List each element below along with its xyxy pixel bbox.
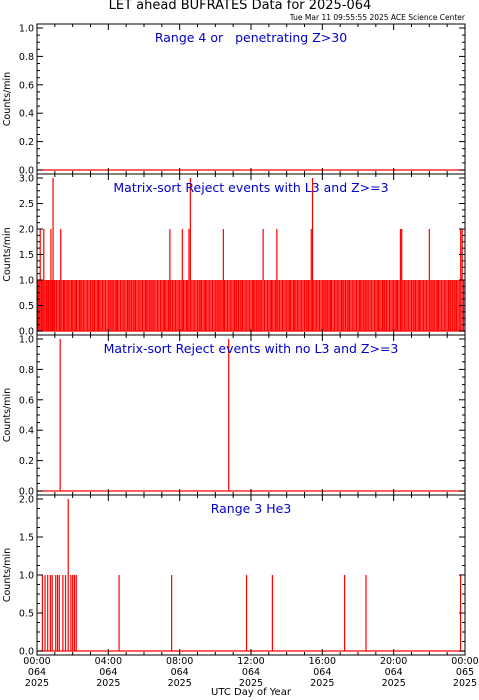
y-tick-label: 1.5 xyxy=(19,250,34,261)
panel-title: Range 3 He3 xyxy=(211,501,292,516)
x-axis-label: UTC Day of Year xyxy=(211,687,292,698)
y-tick-label: 0.8 xyxy=(19,365,34,376)
y-tick-label: 2.0 xyxy=(19,225,34,236)
y-tick-label: 0.2 xyxy=(19,456,34,467)
panel-title: Matrix-sort Reject events with L3 and Z>… xyxy=(113,180,388,195)
y-tick-label: 0.4 xyxy=(19,109,34,120)
y-tick-label: 0.6 xyxy=(19,80,34,91)
y-tick-label: 1.0 xyxy=(19,571,34,582)
x-tick-label: 064 xyxy=(171,667,189,678)
y-tick-label: 0.5 xyxy=(19,301,34,312)
x-tick-label: 064 xyxy=(385,667,403,678)
panel-title: Matrix-sort Reject events with no L3 and… xyxy=(104,341,399,356)
figure-title: LET ahead BUFRATES Data for 2025-064 xyxy=(109,0,372,13)
x-tick-label: 16:00 xyxy=(309,656,336,667)
y-tick-label: 1.0 xyxy=(19,24,34,35)
y-tick-label: 0.4 xyxy=(19,426,34,437)
y-tick-label: 1.0 xyxy=(19,276,34,287)
y-axis-label: Counts/min xyxy=(2,548,13,602)
panel-frame xyxy=(36,334,466,496)
y-axis-label: Counts/min xyxy=(2,227,13,281)
y-tick-label: 2.5 xyxy=(19,199,34,210)
y-tick-label: 1.0 xyxy=(19,335,34,346)
y-tick-label: 0.0 xyxy=(19,487,34,498)
panel-2: 0.0 0.5 1.0 1.5 2.0 2.5 3.0 Counts/min Matrix-so… xyxy=(2,173,466,338)
x-tick-label: 2025 xyxy=(310,678,334,689)
y-tick-label: 0.5 xyxy=(19,609,34,620)
x-tick-label: 2025 xyxy=(453,678,477,689)
x-tick-label: 2025 xyxy=(25,678,49,689)
panel-4: 0.0 0.5 1.0 1.5 2.0 Counts/min Range 3 He3 xyxy=(2,494,466,658)
x-tick-label: 064 xyxy=(99,667,117,678)
y-axis-label: Counts/min xyxy=(2,72,13,126)
x-tick-label: 20:00 xyxy=(380,656,407,667)
y-tick-label: 0.0 xyxy=(19,166,34,177)
x-tick-label: 00:00 xyxy=(451,656,478,667)
panel-3: 0.0 0.2 0.4 0.6 0.8 1.0 Counts/min Matrix-sort … xyxy=(2,334,466,498)
panel-frame xyxy=(36,494,466,656)
x-tick-label: 2025 xyxy=(168,678,192,689)
y-tick-label: 0.8 xyxy=(19,52,34,63)
y-tick-label: 0.0 xyxy=(19,647,34,658)
y-tick-label: 0.0 xyxy=(19,327,34,338)
x-tick-label: 12:00 xyxy=(237,656,264,667)
y-tick-label: 2.0 xyxy=(19,495,34,506)
x-tick-label: 064 xyxy=(313,667,331,678)
x-tick-label: 2025 xyxy=(239,678,263,689)
x-tick-label: 2025 xyxy=(96,678,120,689)
x-tick-label: 064 xyxy=(28,667,46,678)
y-tick-label: 0.2 xyxy=(19,137,34,148)
timestamp: Tue Mar 11 09:55:55 2025 ACE Science Cen… xyxy=(289,13,466,22)
panel-frame xyxy=(36,23,466,175)
panel-1: 0.0 0.2 0.4 0.6 0.8 1.0 Counts/min Range 4 or p… xyxy=(2,23,466,177)
panel-title: Range 4 or penetrating Z>30 xyxy=(155,30,347,45)
x-axis: 00:00064202504:00064202508:00064202512:0… xyxy=(23,656,478,689)
y-tick-label: 3.0 xyxy=(19,174,34,185)
x-tick-label: 08:00 xyxy=(166,656,193,667)
y-tick-label: 1.5 xyxy=(19,533,34,544)
panels: 0.0 0.2 0.4 0.6 0.8 1.0 Counts/min Range 4 or p… xyxy=(2,23,466,658)
y-axis-label: Counts/min xyxy=(2,388,13,442)
x-tick-label: 064 xyxy=(242,667,260,678)
x-tick-label: 2025 xyxy=(382,678,406,689)
x-tick-label: 00:00 xyxy=(23,656,50,667)
y-tick-label: 0.6 xyxy=(19,395,34,406)
x-tick-label: 04:00 xyxy=(95,656,122,667)
x-tick-label: 065 xyxy=(456,667,474,678)
